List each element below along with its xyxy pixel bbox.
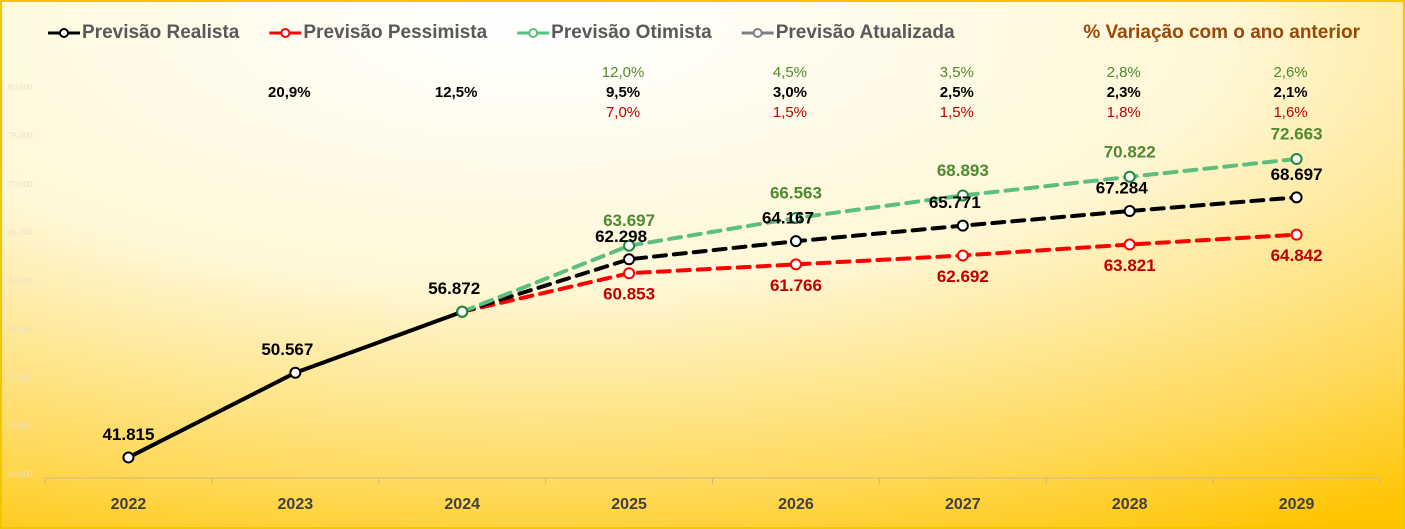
- legend-label: Previsão Realista: [82, 22, 240, 43]
- series-marker: [1123, 238, 1136, 251]
- series-marker: [623, 267, 636, 280]
- series-marker: [456, 305, 469, 318]
- y-tick-label: 55.000: [8, 325, 33, 334]
- variation-label: 2,1%: [1273, 84, 1307, 101]
- series-line: [460, 195, 1299, 314]
- series-marker: [1123, 170, 1136, 183]
- data-label: 66.563: [770, 183, 822, 202]
- data-label: 63.821: [1104, 256, 1156, 275]
- variation-label: 2,5%: [940, 84, 974, 101]
- series-line: [460, 156, 1299, 314]
- legend-marker: [59, 28, 69, 38]
- data-label: 68.697: [1271, 165, 1323, 184]
- data-label: 62.692: [937, 267, 989, 286]
- series-marker: [1123, 205, 1136, 218]
- data-label: 63.697: [603, 211, 655, 230]
- variation-label: 1,8%: [1107, 104, 1141, 121]
- data-label: 61.766: [770, 276, 822, 295]
- data-label: 72.663: [1271, 124, 1323, 143]
- variation-label: 3,5%: [940, 64, 974, 81]
- series-line: [460, 232, 1299, 314]
- variation-label: 2,6%: [1273, 64, 1307, 81]
- legend-marker: [528, 28, 539, 38]
- y-tick-label: 60.000: [8, 277, 33, 286]
- x-tick-label: 2022: [111, 496, 147, 513]
- series-marker: [623, 239, 636, 252]
- series-marker: [122, 451, 135, 464]
- y-tick-label: 75.000: [8, 131, 33, 140]
- variation-label: 20,9%: [268, 84, 311, 101]
- data-label: 60.853: [603, 285, 655, 304]
- series-marker: [1290, 228, 1303, 241]
- variation-label: 1,5%: [940, 104, 974, 121]
- data-label: 62.298: [595, 227, 647, 246]
- data-label: 64.842: [1271, 246, 1323, 265]
- x-tick-label: 2025: [611, 496, 647, 513]
- y-tick-label: 50.000: [8, 373, 33, 382]
- series-marker: [956, 189, 969, 202]
- variation-label: 9,5%: [606, 84, 640, 101]
- variation-label: 7,0%: [606, 104, 640, 121]
- variation-label: 1,6%: [1273, 104, 1307, 121]
- y-tick-label: 70.000: [8, 180, 33, 189]
- series-marker: [789, 235, 802, 248]
- x-tick-label: 2023: [278, 496, 314, 513]
- data-label: 65.771: [929, 193, 981, 212]
- series-marker: [956, 219, 969, 232]
- series-marker: [1290, 191, 1303, 204]
- legend-marker: [752, 28, 763, 38]
- variation-label: 1,5%: [773, 104, 807, 121]
- series-marker: [789, 212, 802, 225]
- variation-label: 12,0%: [602, 64, 645, 81]
- x-tick-label: 2026: [778, 496, 814, 513]
- data-label: 41.815: [102, 425, 154, 444]
- variation-label: 2,3%: [1107, 84, 1141, 101]
- y-tick-label: 40.000: [8, 470, 33, 479]
- data-label: 68.893: [937, 161, 989, 180]
- x-tick-label: 2028: [1112, 496, 1148, 513]
- variation-label: 4,5%: [773, 64, 807, 81]
- variation-title: % Variação com o ano anterior: [1083, 22, 1360, 43]
- data-label: 67.284: [1096, 179, 1149, 198]
- x-tick-label: 2029: [1279, 496, 1315, 513]
- series-marker: [1290, 152, 1303, 165]
- data-label: 56.872: [428, 279, 480, 298]
- series-marker: [289, 366, 302, 379]
- variation-label: 2,8%: [1107, 64, 1141, 81]
- data-label: 50.567: [261, 340, 313, 359]
- legend-label: Previsão Pessimista: [303, 22, 487, 43]
- x-tick-label: 2024: [444, 496, 480, 513]
- data-label: 70.822: [1104, 142, 1156, 161]
- x-tick-label: 2027: [945, 496, 981, 513]
- variation-label: 12,5%: [435, 84, 478, 101]
- series-marker: [789, 258, 802, 271]
- legend-label: Previsão Atualizada: [776, 22, 955, 43]
- y-tick-label: 65.000: [8, 228, 33, 237]
- y-tick-label: 45.000: [8, 422, 33, 431]
- variation-label: 3,0%: [773, 84, 807, 101]
- series-marker: [623, 253, 636, 266]
- data-label: 64.167: [762, 209, 814, 228]
- series-marker: [956, 249, 969, 262]
- legend-marker: [280, 28, 291, 38]
- legend-label: Previsão Otimista: [551, 22, 712, 43]
- y-tick-label: 80.000: [8, 83, 33, 92]
